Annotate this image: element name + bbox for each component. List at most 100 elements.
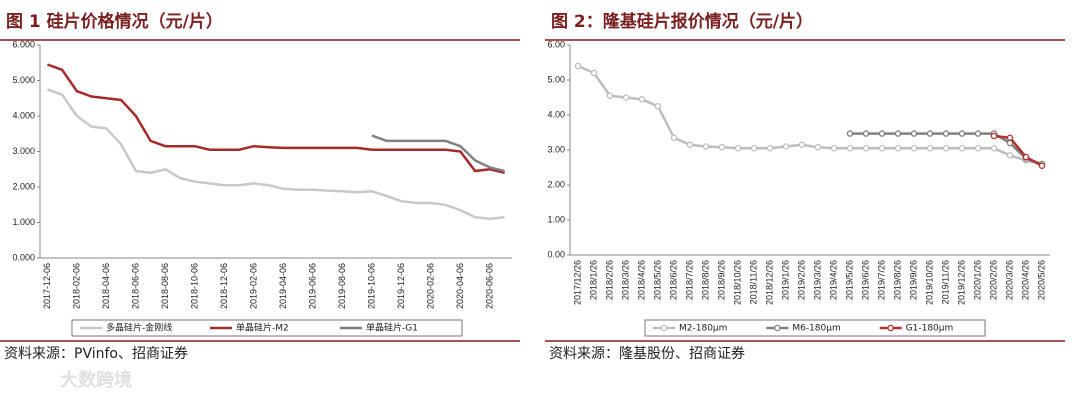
y-tick-label: 0.000 [12,252,35,262]
x-tick-label: 2018/4/26 [636,260,646,300]
point [878,144,886,152]
x-tick-label: 2018/12/26 [764,260,774,305]
x-tick-label: 2018/1/26 [588,260,598,300]
point [1006,151,1014,159]
x-tick-label: 2020/2/26 [988,260,998,300]
x-tick-label: 2020/5/26 [1036,260,1046,300]
legend-label: 多晶硅片-金刚线 [106,322,172,334]
point [718,143,726,151]
point [974,144,982,152]
y-tick-label: 1.00 [547,214,565,224]
point [654,103,662,110]
point [878,130,886,137]
series-line [46,63,505,175]
x-tick-label: 2018-02-06 [71,263,81,309]
x-tick-label: 2019/11/26 [940,260,950,304]
x-tick-label: 2019/1/26 [780,260,790,300]
x-tick-label: 2019-10-06 [366,263,376,309]
point [846,130,854,137]
legend-label: M6-180μm [792,324,840,334]
source: 资料来源：PVinfo、招商证券 [4,346,188,362]
y-tick-label: 2.00 [547,179,565,189]
point [590,69,598,77]
x-tick-label: 2018-04-06 [101,263,111,309]
y-tick-label: 3.000 [12,146,35,156]
x-tick-label: 2019/7/26 [876,260,886,300]
legend-box [71,319,463,337]
x-tick-label: 2020/1/26 [972,260,982,300]
chart-title: 图 2：隆基硅片报价情况（元/片） [551,11,813,32]
point [942,144,950,152]
x-tick-label: 2018-12-06 [219,263,229,309]
x-tick-label: 2018/11/26 [748,260,758,304]
x-tick-label: 2019/3/26 [812,260,822,300]
point [958,144,966,152]
point [894,144,902,152]
x-tick-label: 2019/10/26 [924,260,934,305]
y-tick-label: 1.000 [12,217,35,227]
series-line [371,134,505,173]
point [638,96,646,103]
point [894,130,902,137]
x-tick-label: 2018-10-06 [189,263,199,309]
point [574,62,582,70]
point [622,94,630,101]
x-tick-label: 2018/10/26 [732,260,742,305]
point [670,134,678,141]
x-tick-label: 2019-06-06 [307,263,317,309]
x-tick-label: 2018-06-06 [130,263,140,309]
x-tick-label: 2019-04-06 [278,263,288,309]
point [926,130,934,137]
x-tick-label: 2020/3/26 [1004,260,1014,300]
legend-label: M2-180μm [679,324,727,334]
x-tick-label: 2018/5/26 [652,260,662,300]
series-line [993,134,1043,167]
legend-marker [660,324,668,332]
y-tick-label: 6.000 [12,39,35,49]
point [782,143,790,150]
x-tick-label: 2018/6/26 [668,260,678,300]
point [942,130,950,137]
x-tick-label: 2020-02-06 [425,263,435,309]
point [862,144,870,152]
x-tick-label: 2019/12/26 [956,260,966,305]
point [1022,153,1030,161]
y-tick-label: 0.00 [547,249,565,259]
x-tick-label: 2019/8/26 [892,260,902,300]
point [974,130,982,137]
x-tick-label: 2020-06-06 [484,263,494,309]
point [990,144,998,152]
legend-marker [774,324,781,332]
x-tick-label: 2017-12-06 [42,263,52,309]
point [910,130,918,137]
source: 资料来源：隆基股份、招商证券 [549,345,745,362]
point [766,144,774,152]
x-tick-label: 2020/4/26 [1020,260,1030,300]
chart-title: 图 1 硅片价格情况（元/片） [6,11,223,32]
point [686,141,694,148]
point [1006,134,1014,141]
series-line [46,88,505,221]
point [798,141,806,148]
legend-box [644,319,986,337]
x-tick-label: 2017/12/26 [572,260,582,305]
point [926,144,934,152]
x-tick-label: 2018/8/26 [700,260,710,300]
y-tick-label: 2.000 [12,181,35,191]
watermark: 大数跨境 [60,369,132,391]
y-tick-label: 4.000 [12,110,35,120]
x-tick-label: 2019/4/26 [828,260,838,300]
point [750,144,758,152]
x-tick-label: 2018/2/26 [604,260,614,300]
y-tick-label: 5.00 [547,74,565,84]
point [702,143,710,150]
x-tick-label: 2018/3/26 [620,260,630,300]
legend-label: 单晶硅片-G1 [366,322,418,334]
point [846,144,854,152]
x-tick-label: 2019-02-06 [248,263,258,309]
point [734,144,742,152]
x-tick-label: 2019/6/26 [860,260,870,300]
y-tick-label: 6.00 [547,39,565,49]
x-tick-label: 2018-08-06 [160,263,170,309]
